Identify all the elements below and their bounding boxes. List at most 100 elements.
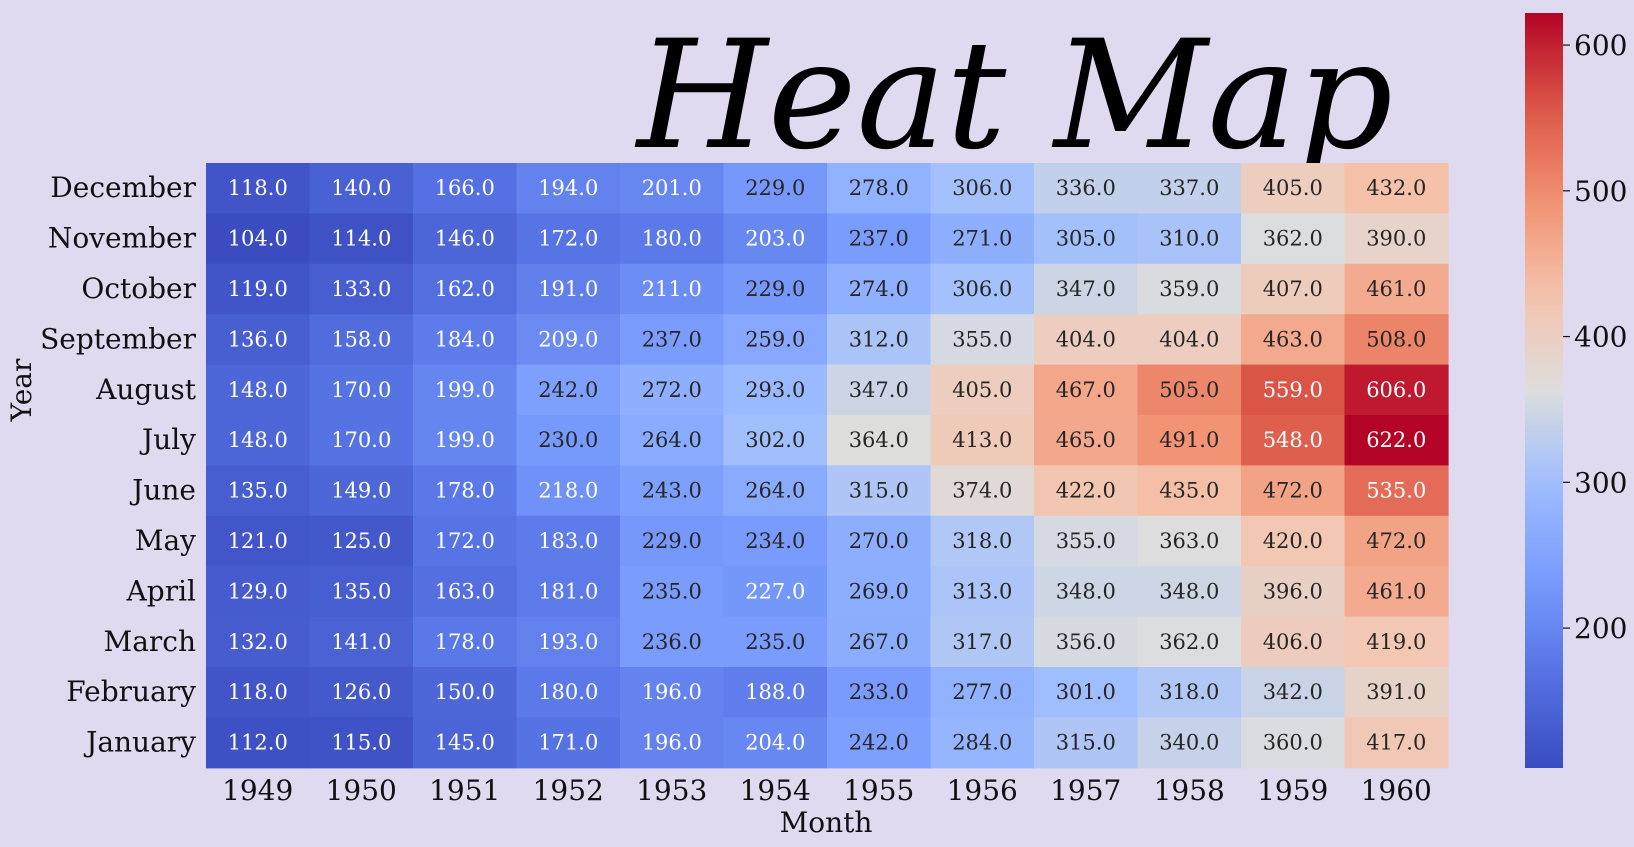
- cell-value-label: 362.0: [1159, 630, 1219, 654]
- x-axis-label: Month: [780, 806, 873, 839]
- cell-value-label: 606.0: [1366, 378, 1426, 402]
- heatmap-cell: [1034, 667, 1139, 718]
- cell-value-label: 390.0: [1366, 227, 1426, 251]
- heatmap-cell: [413, 717, 518, 769]
- heatmap-cell: [309, 616, 414, 668]
- x-tick-label: 1957: [1050, 774, 1121, 807]
- cell-value-label: 270.0: [849, 529, 909, 553]
- heatmap-cell: [1241, 213, 1346, 265]
- heatmap-cell: [1137, 717, 1242, 769]
- cell-value-label: 405.0: [1263, 176, 1323, 200]
- heatmap-cell: [309, 163, 414, 214]
- cell-value-label: 234.0: [745, 529, 805, 553]
- cell-value-label: 191.0: [538, 277, 598, 301]
- cell-value-label: 374.0: [952, 479, 1012, 503]
- cell-value-label: 133.0: [331, 277, 391, 301]
- heatmap-cell: [1034, 616, 1139, 668]
- cell-value-label: 172.0: [435, 529, 495, 553]
- cell-value-label: 171.0: [538, 731, 598, 755]
- heatmap-cell: [516, 616, 621, 668]
- heatmap-cell: [206, 515, 311, 567]
- cell-value-label: 359.0: [1159, 277, 1219, 301]
- cell-value-label: 267.0: [849, 630, 909, 654]
- heatmap-cell: [1137, 566, 1242, 618]
- heatmap-cell: [723, 364, 828, 416]
- cell-value-label: 348.0: [1056, 579, 1116, 603]
- cell-value-label: 196.0: [642, 731, 702, 755]
- heatmap-cell: [516, 213, 621, 265]
- heatmap-cell: [206, 566, 311, 618]
- heatmap-cell: [413, 616, 518, 668]
- heatmap-cell: [413, 263, 518, 315]
- heatmap-cell: [827, 667, 932, 718]
- cell-value-label: 548.0: [1263, 428, 1323, 452]
- cell-value-label: 313.0: [952, 579, 1012, 603]
- cell-value-label: 166.0: [435, 176, 495, 200]
- cell-value-label: 235.0: [745, 630, 805, 654]
- cell-value-label: 264.0: [642, 428, 702, 452]
- heatmap-cell: [930, 667, 1035, 718]
- y-tick-label: June: [129, 474, 196, 507]
- cell-value-label: 419.0: [1366, 630, 1426, 654]
- heatmap-cell: [413, 566, 518, 618]
- heatmap-cell: [827, 566, 932, 618]
- cell-value-label: 125.0: [331, 529, 391, 553]
- heatmap-cell: [413, 465, 518, 517]
- cell-value-label: 201.0: [642, 176, 702, 200]
- x-tick-label: 1949: [222, 774, 293, 807]
- heatmap-cell: [309, 566, 414, 618]
- cell-value-label: 336.0: [1056, 176, 1116, 200]
- heatmap-cell: [620, 667, 725, 718]
- cell-value-label: 461.0: [1366, 277, 1426, 301]
- cell-value-label: 355.0: [952, 327, 1012, 351]
- cell-value-label: 129.0: [228, 579, 288, 603]
- x-tick-label: 1953: [636, 774, 707, 807]
- cell-value-label: 121.0: [228, 529, 288, 553]
- heatmap-cell: [827, 616, 932, 668]
- cell-value-label: 112.0: [228, 731, 288, 755]
- x-tick-label: 1960: [1361, 774, 1432, 807]
- cell-value-label: 229.0: [745, 277, 805, 301]
- cell-value-label: 136.0: [228, 327, 288, 351]
- heatmap-cell: [620, 465, 725, 517]
- heatmap-cell: [413, 314, 518, 366]
- heatmap-cell: [723, 415, 828, 466]
- cell-value-label: 535.0: [1366, 479, 1426, 503]
- heatmap-cell: [620, 163, 725, 214]
- cell-value-label: 302.0: [745, 428, 805, 452]
- cell-value-label: 104.0: [228, 227, 288, 251]
- cell-value-label: 237.0: [849, 227, 909, 251]
- cell-value-label: 306.0: [952, 176, 1012, 200]
- cell-value-label: 306.0: [952, 277, 1012, 301]
- heatmap-cell: [620, 415, 725, 466]
- heatmap-cell: [1034, 465, 1139, 517]
- cell-value-label: 188.0: [745, 680, 805, 704]
- cell-value-label: 259.0: [745, 327, 805, 351]
- cell-value-label: 115.0: [331, 731, 391, 755]
- heatmap-cell: [1344, 364, 1449, 416]
- y-axis-label: Year: [5, 358, 38, 422]
- cell-value-label: 301.0: [1056, 680, 1116, 704]
- y-tick-label: November: [48, 222, 197, 255]
- y-tick-label: September: [40, 322, 197, 355]
- heatmap-cell: [309, 213, 414, 265]
- x-tick-labels: 1949 1950 1951 1952 1953 1954 1955 1956 1957 1958…: [222, 774, 1432, 807]
- heatmap-cell: [206, 263, 311, 315]
- cell-value-label: 243.0: [642, 479, 702, 503]
- heatmap-cell: [723, 314, 828, 366]
- heatmap-cell: [1344, 263, 1449, 315]
- cell-value-label: 404.0: [1056, 327, 1116, 351]
- cell-value-label: 242.0: [849, 731, 909, 755]
- heatmap-cell: [413, 163, 518, 214]
- heatmap-cell: [930, 163, 1035, 214]
- cell-value-label: 278.0: [849, 176, 909, 200]
- heatmap-cell: [1241, 515, 1346, 567]
- heatmap-cell: [723, 263, 828, 315]
- heatmap-cell: [930, 213, 1035, 265]
- heatmap-cell: [413, 364, 518, 416]
- cell-value-label: 193.0: [538, 630, 598, 654]
- heatmap-cell: [930, 364, 1035, 416]
- cell-value-label: 233.0: [849, 680, 909, 704]
- cell-value-label: 204.0: [745, 731, 805, 755]
